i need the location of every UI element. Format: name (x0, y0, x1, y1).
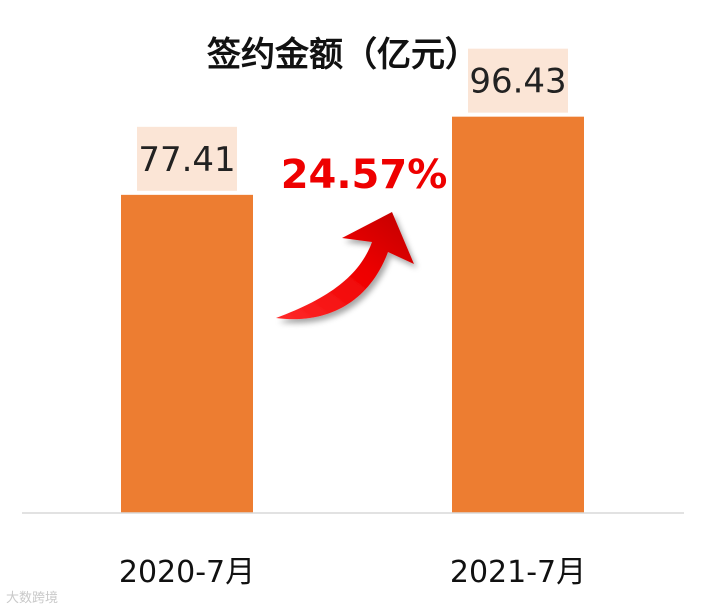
watermark: 大数跨境 (6, 591, 58, 606)
growth-rate-label: 24.57% (281, 152, 448, 198)
bar-1 (121, 194, 253, 513)
growth-annotation: 24.57% (276, 152, 448, 320)
x-tick-label-1: 2020-7月 (119, 555, 255, 590)
chart-title: 签约金额（亿元） (207, 35, 479, 75)
x-tick-label-2: 2021-7月 (450, 555, 586, 590)
data-label-2: 96.43 (469, 62, 566, 102)
data-label-background-1 (137, 126, 237, 191)
growth-arrow-icon (276, 212, 414, 320)
data-label-1: 77.41 (138, 140, 235, 180)
bars: 77.41 2020-7月 96.43 2021-7月 (119, 48, 586, 590)
data-label-background-2 (468, 48, 568, 113)
bar-2 (452, 116, 584, 513)
